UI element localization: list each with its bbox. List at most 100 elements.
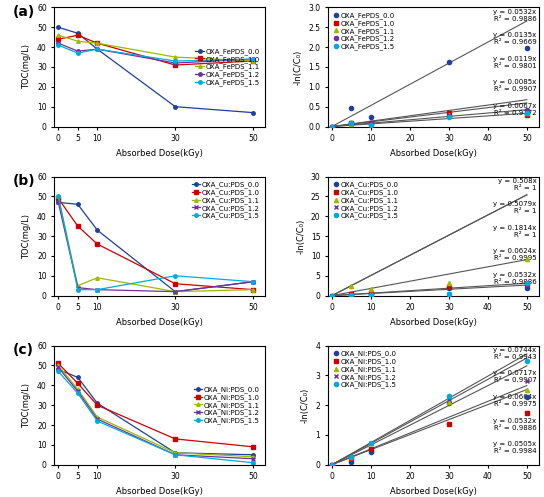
OXA_Cu:PDS_1.5 xyxy=(172,273,178,279)
OXA_Ni:PDS_1.5 xyxy=(446,393,452,399)
OXA_Ni:PDS_0.0 xyxy=(75,374,81,380)
Line: OXA_Cu:PDS_1.1: OXA_Cu:PDS_1.1 xyxy=(57,195,255,293)
OXA_FePDS_0.0 xyxy=(329,124,335,130)
Text: y = 0.0744x
R² = 0.9943: y = 0.0744x R² = 0.9943 xyxy=(493,347,536,360)
OXA_FePDS_1.2 xyxy=(75,48,81,54)
OXA_Cu:PDS_1.2 xyxy=(75,285,81,291)
OXA_Ni:PDS_1.1 xyxy=(446,399,452,405)
Y-axis label: TOC(mg/L): TOC(mg/L) xyxy=(22,214,32,258)
OXA_Ni:PDS_0.0 xyxy=(348,459,355,465)
OXA_Ni:PDS_1.0 xyxy=(172,436,178,442)
Line: OXA_FePDS_0.0: OXA_FePDS_0.0 xyxy=(330,46,529,129)
OXA_Cu:PDS_1.2 xyxy=(368,292,374,298)
OXA_Cu:PDS_1.5 xyxy=(524,280,530,286)
Line: OXA_Cu:PDS_0.0: OXA_Cu:PDS_0.0 xyxy=(57,201,255,293)
OXA_FePDS_1.1 xyxy=(250,58,256,64)
OXA_FePDS_1.5 xyxy=(348,120,355,126)
OXA_Cu:PDS_1.0 xyxy=(55,195,61,201)
Legend: OXA_Ni:PDS_0.0, OXA_Ni:PDS_1.0, OXA_Ni:PDS_1.1, OXA_Ni:PDS_1.2, OXA_Ni:PDS_1.5: OXA_Ni:PDS_0.0, OXA_Ni:PDS_1.0, OXA_Ni:P… xyxy=(192,385,262,425)
Text: y = 0.5079x
R² = 1: y = 0.5079x R² = 1 xyxy=(493,201,536,214)
Line: OXA_Cu:PDS_0.0: OXA_Cu:PDS_0.0 xyxy=(330,286,529,298)
OXA_FePDS_1.5 xyxy=(75,50,81,56)
Text: y = 0.1814x
R² = 1: y = 0.1814x R² = 1 xyxy=(493,225,536,238)
OXA_FePDS_0.0 xyxy=(368,114,374,120)
OXA_Cu:PDS_1.2 xyxy=(250,279,256,285)
Line: OXA_Ni:PDS_1.5: OXA_Ni:PDS_1.5 xyxy=(330,358,529,467)
OXA_Cu:PDS_1.1 xyxy=(524,256,530,262)
OXA_Ni:PDS_0.0 xyxy=(172,450,178,456)
OXA_FePDS_0.0 xyxy=(94,46,101,52)
Line: OXA_Cu:PDS_1.2: OXA_Cu:PDS_1.2 xyxy=(330,283,529,298)
OXA_FePDS_1.2 xyxy=(250,56,256,62)
Line: OXA_FePDS_1.1: OXA_FePDS_1.1 xyxy=(57,33,255,63)
OXA_Cu:PDS_0.0 xyxy=(55,199,61,205)
OXA_Cu:PDS_1.2 xyxy=(172,289,178,295)
X-axis label: Absorbed Dose(kGy): Absorbed Dose(kGy) xyxy=(390,149,477,158)
Text: y = 0.0532x
R² = 0.9886: y = 0.0532x R² = 0.9886 xyxy=(493,417,536,430)
OXA_Cu:PDS_1.5 xyxy=(250,279,256,285)
OXA_Ni:PDS_1.0 xyxy=(250,444,256,450)
OXA_Ni:PDS_1.5 xyxy=(172,452,178,458)
OXA_FePDS_1.5 xyxy=(329,124,335,130)
OXA_Cu:PDS_1.0 xyxy=(172,281,178,287)
OXA_FePDS_1.1 xyxy=(172,54,178,60)
OXA_Ni:PDS_1.5 xyxy=(250,460,256,466)
OXA_Ni:PDS_1.1 xyxy=(524,387,530,393)
OXA_Cu:PDS_1.0 xyxy=(348,291,355,297)
OXA_Cu:PDS_1.2 xyxy=(329,293,335,299)
OXA_Cu:PDS_1.1 xyxy=(368,286,374,292)
OXA_Ni:PDS_0.0 xyxy=(446,400,452,406)
OXA_Ni:PDS_1.1 xyxy=(368,440,374,446)
Line: OXA_Ni:PDS_1.2: OXA_Ni:PDS_1.2 xyxy=(330,379,529,467)
OXA_FePDS_0.0 xyxy=(446,59,452,65)
OXA_Ni:PDS_1.5 xyxy=(329,462,335,468)
OXA_Cu:PDS_0.0 xyxy=(524,285,530,291)
OXA_FePDS_1.0 xyxy=(348,120,355,126)
OXA_Ni:PDS_0.0 xyxy=(329,462,335,468)
OXA_Cu:PDS_0.0 xyxy=(172,289,178,295)
OXA_Ni:PDS_1.0 xyxy=(94,402,101,408)
Y-axis label: TOC(mg/L): TOC(mg/L) xyxy=(22,45,32,89)
Line: OXA_FePDS_1.0: OXA_FePDS_1.0 xyxy=(330,110,529,129)
OXA_Ni:PDS_0.0 xyxy=(55,366,61,372)
OXA_Cu:PDS_1.1 xyxy=(250,287,256,293)
OXA_Cu:PDS_1.5 xyxy=(329,293,335,299)
Line: OXA_Cu:PDS_1.2: OXA_Cu:PDS_1.2 xyxy=(57,201,255,293)
OXA_Cu:PDS_1.1 xyxy=(329,293,335,299)
OXA_FePDS_1.5 xyxy=(94,46,101,52)
OXA_Ni:PDS_1.2 xyxy=(524,378,530,384)
OXA_FePDS_1.0 xyxy=(55,36,61,42)
OXA_Ni:PDS_1.5 xyxy=(75,390,81,396)
OXA_FePDS_1.1 xyxy=(348,121,355,127)
OXA_Ni:PDS_1.2 xyxy=(446,396,452,402)
X-axis label: Absorbed Dose(kGy): Absorbed Dose(kGy) xyxy=(390,318,477,327)
OXA_Ni:PDS_1.2 xyxy=(250,456,256,462)
OXA_FePDS_1.2 xyxy=(524,107,530,113)
OXA_Cu:PDS_1.5 xyxy=(348,292,355,298)
Line: OXA_FePDS_1.2: OXA_FePDS_1.2 xyxy=(57,41,255,65)
OXA_FePDS_0.0 xyxy=(524,45,530,51)
Line: OXA_Ni:PDS_0.0: OXA_Ni:PDS_0.0 xyxy=(57,368,255,457)
Legend: OXA_FePDS_0.0, OXA_FePDS_1.0, OXA_FePDS_1.1, OXA_FePDS_1.2, OXA_FePDS_1.5: OXA_FePDS_0.0, OXA_FePDS_1.0, OXA_FePDS_… xyxy=(194,47,262,87)
OXA_Cu:PDS_1.1 xyxy=(75,283,81,289)
Line: OXA_FePDS_1.5: OXA_FePDS_1.5 xyxy=(57,43,255,63)
Line: OXA_Cu:PDS_1.0: OXA_Cu:PDS_1.0 xyxy=(57,197,255,291)
OXA_Ni:PDS_1.0 xyxy=(329,462,335,468)
Text: y = 0.0505x
R² = 0.9984: y = 0.0505x R² = 0.9984 xyxy=(493,441,536,454)
OXA_Ni:PDS_1.1 xyxy=(94,414,101,420)
OXA_Cu:PDS_1.0 xyxy=(524,281,530,287)
Line: OXA_FePDS_0.0: OXA_FePDS_0.0 xyxy=(57,25,255,114)
X-axis label: Absorbed Dose(kGy): Absorbed Dose(kGy) xyxy=(116,149,203,158)
OXA_FePDS_1.0 xyxy=(446,110,452,116)
Line: OXA_Ni:PDS_1.5: OXA_Ni:PDS_1.5 xyxy=(57,370,255,465)
Line: OXA_Ni:PDS_1.1: OXA_Ni:PDS_1.1 xyxy=(57,364,255,459)
Line: OXA_Cu:PDS_1.0: OXA_Cu:PDS_1.0 xyxy=(330,282,529,298)
Line: OXA_Cu:PDS_1.5: OXA_Cu:PDS_1.5 xyxy=(330,281,529,298)
OXA_FePDS_1.2 xyxy=(368,120,374,126)
OXA_Ni:PDS_1.1 xyxy=(329,462,335,468)
OXA_Ni:PDS_1.0 xyxy=(75,380,81,386)
Line: OXA_Cu:PDS_1.5: OXA_Cu:PDS_1.5 xyxy=(57,195,255,291)
OXA_Cu:PDS_1.0 xyxy=(250,287,256,293)
OXA_Cu:PDS_1.2 xyxy=(55,199,61,205)
OXA_Cu:PDS_1.2 xyxy=(94,287,101,293)
